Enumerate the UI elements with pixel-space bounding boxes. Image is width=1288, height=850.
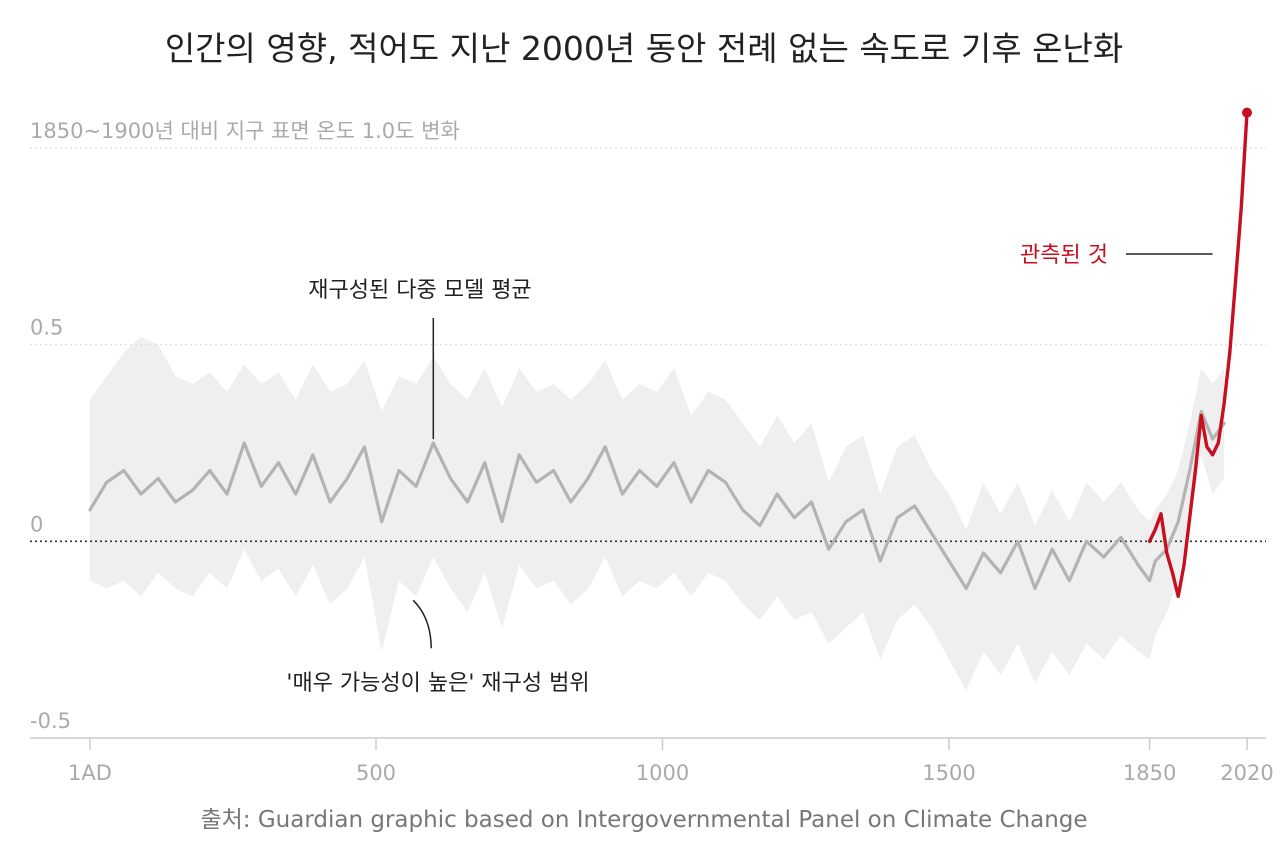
gridlines	[30, 147, 1266, 543]
observed-line	[1147, 110, 1249, 599]
y-axis-labels: 1850~1900년 대비 지구 표면 온도 1.0도 변화 0.5 0 -0.5	[30, 119, 460, 733]
x-tick-label: 1000	[636, 761, 689, 785]
annotations: 재구성된 다중 모델 평균 '매우 가능성이 높은' 재구성 범위 관측된 것	[286, 243, 1213, 696]
x-tick-label: 1850	[1123, 761, 1176, 785]
x-axis: 1AD 500 1000 1500 1850 2020	[30, 737, 1274, 785]
y-tick-label: 0.5	[30, 316, 63, 340]
y-tick-label: -0.5	[30, 709, 71, 733]
x-tick-label: 2020	[1220, 761, 1273, 785]
observed-end-point	[1242, 107, 1252, 118]
x-tick-label: 1AD	[68, 761, 112, 785]
annotation-reconstruction-range-leader	[412, 599, 432, 649]
reconstruction-mean-line	[88, 409, 1226, 591]
observed-layer	[1147, 107, 1252, 599]
reconstruction-layer	[88, 409, 1226, 591]
x-tick-label: 1500	[922, 761, 975, 785]
x-tick-label: 500	[356, 761, 396, 785]
annotation-observed: 관측된 것	[1020, 243, 1108, 268]
y-tick-label: 1850~1900년 대비 지구 표면 온도 1.0도 변화	[30, 119, 460, 143]
chart-source: 출처: Guardian graphic based on Intergover…	[200, 807, 1088, 833]
annotation-reconstruction-range: '매우 가능성이 높은' 재구성 범위	[286, 671, 589, 696]
chart-title: 인간의 영향, 적어도 지난 2000년 동안 전례 없는 속도로 기후 온난화	[164, 29, 1124, 68]
annotation-reconstruction-mean: 재구성된 다중 모델 평균	[308, 278, 531, 303]
reconstruction-range-band	[90, 336, 1225, 691]
y-tick-label: 0	[30, 512, 43, 536]
reconstruction-range-layer	[90, 336, 1225, 691]
